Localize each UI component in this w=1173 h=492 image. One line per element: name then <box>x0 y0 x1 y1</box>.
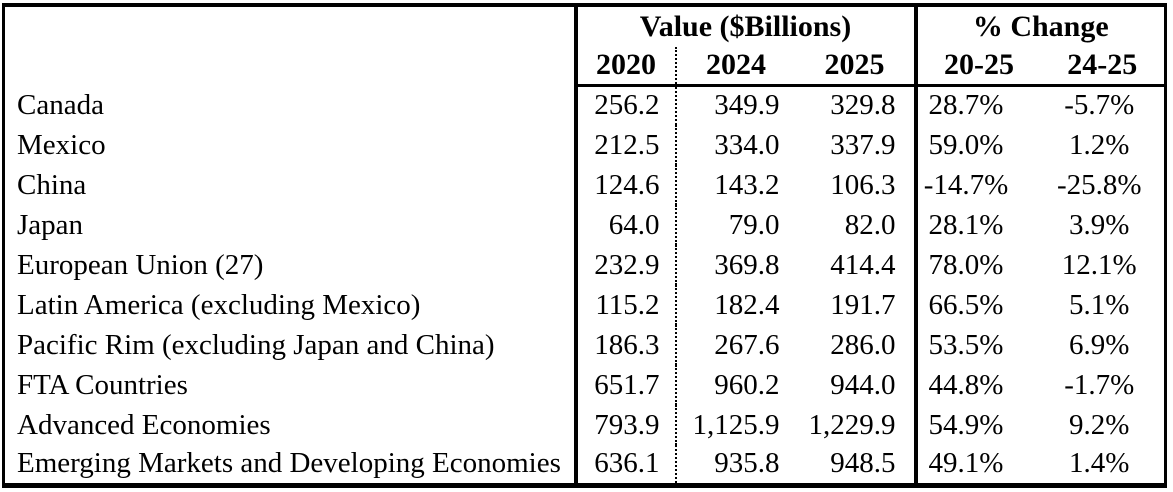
value-2020-cell: 64.0 <box>573 205 676 245</box>
value-2025-cell: 948.5 <box>830 447 896 480</box>
row-label: Mexico <box>17 128 106 161</box>
pct-20-25-cell: 53.5% <box>913 325 1041 365</box>
value-2024-cell: 349.9 <box>674 85 796 125</box>
value-2025-cell: 191.7 <box>830 288 896 321</box>
value-2020-cell: 232.9 <box>573 245 676 285</box>
pct-24-25-cell: 5.1% <box>1069 288 1130 321</box>
table-row: Mexico 212.5 334.0 337.9 59.0% 1.2% <box>4 125 1166 165</box>
value-2020-cell: 636.1 <box>573 445 676 485</box>
value-2025-cell: 106.3 <box>830 168 896 201</box>
pct-20-25-cell: 54.9% <box>913 405 1041 445</box>
pct-24-25-cell: 3.9% <box>1069 208 1130 241</box>
value-2024-cell: 182.4 <box>674 285 796 325</box>
pct-20-25-cell: -14.7% <box>913 165 1041 205</box>
trade-values-table: Value ($Billions) % Change 2020 2024 202… <box>2 3 1168 488</box>
row-header-blank <box>4 5 576 47</box>
value-2024-cell: 960.2 <box>674 365 796 405</box>
value-2020-cell: 651.7 <box>573 365 676 405</box>
column-header-20-25: 20-25 <box>913 47 1041 87</box>
pct-20-25-cell: 44.8% <box>913 365 1041 405</box>
pct-24-25-cell: -1.7% <box>1064 368 1135 401</box>
pct-20-25-cell: 59.0% <box>913 125 1041 165</box>
pct-24-25-cell: 1.2% <box>1069 128 1130 161</box>
table-row: Japan 64.0 79.0 82.0 28.1% 3.9% <box>4 205 1166 245</box>
value-2025-cell: 337.9 <box>830 128 896 161</box>
value-2025-cell: 82.0 <box>844 208 896 241</box>
pct-24-25-cell: 6.9% <box>1069 328 1130 361</box>
column-header-2025: 2025 <box>795 47 916 87</box>
row-header-blank <box>4 47 576 85</box>
pct-24-25-cell: 12.1% <box>1061 248 1137 281</box>
header-group-row: Value ($Billions) % Change <box>4 5 1166 47</box>
value-2024-cell: 143.2 <box>674 165 796 205</box>
value-2020-cell: 115.2 <box>573 285 676 325</box>
pct-20-25-cell: 28.1% <box>913 205 1041 245</box>
column-header-24-25: 24-25 <box>1040 47 1166 87</box>
value-2024-cell: 334.0 <box>674 125 796 165</box>
row-label: Pacific Rim (excluding Japan and China) <box>17 328 495 361</box>
value-2020-cell: 124.6 <box>573 165 676 205</box>
pct-24-25-cell: 1.4% <box>1069 447 1130 480</box>
table-header: Value ($Billions) % Change 2020 2024 202… <box>4 5 1166 87</box>
value-2024-cell: 1,125.9 <box>674 405 796 445</box>
row-label: Canada <box>17 88 104 121</box>
value-2025-cell: 329.8 <box>830 89 896 122</box>
value-2024-cell: 267.6 <box>674 325 796 365</box>
row-label: European Union (27) <box>17 248 264 281</box>
value-2024-cell: 79.0 <box>674 205 796 245</box>
pct-change-group-header: % Change <box>913 5 1166 47</box>
table-row: Emerging Markets and Developing Economie… <box>4 445 1166 485</box>
table-row: European Union (27) 232.9 369.8 414.4 78.0% 1… <box>4 245 1166 285</box>
row-label: Japan <box>17 208 84 241</box>
pct-20-25-cell: 28.7% <box>913 85 1041 125</box>
value-2025-cell: 944.0 <box>830 368 896 401</box>
pct-20-25-cell: 78.0% <box>913 245 1041 285</box>
row-label: Latin America (excluding Mexico) <box>17 288 421 321</box>
value-2025-cell: 286.0 <box>830 328 896 361</box>
table-row: Latin America (excluding Mexico) 115.2 182… <box>4 285 1166 325</box>
pct-20-25-cell: 49.1% <box>913 445 1041 485</box>
value-2024-cell: 369.8 <box>674 245 796 285</box>
pct-20-25-cell: 66.5% <box>913 285 1041 325</box>
value-2020-cell: 256.2 <box>573 85 676 125</box>
table-body: Canada 256.2 349.9 329.8 28.7% -5.7% Mexico 212… <box>4 85 1166 485</box>
table-row: Advanced Economies 793.9 1,125.9 1,229.9 54.… <box>4 405 1166 445</box>
column-header-2020: 2020 <box>573 47 676 87</box>
row-label: Advanced Economies <box>17 408 271 441</box>
pct-24-25-cell: -5.7% <box>1064 89 1135 122</box>
value-2020-cell: 186.3 <box>573 325 676 365</box>
row-label: China <box>17 168 87 201</box>
pct-24-25-cell: -25.8% <box>1056 168 1142 201</box>
header-column-row: 2020 2024 2025 20-25 24-25 <box>4 47 1166 87</box>
value-2020-cell: 212.5 <box>573 125 676 165</box>
table-row: Canada 256.2 349.9 329.8 28.7% -5.7% <box>4 85 1166 125</box>
column-header-2024: 2024 <box>674 47 796 87</box>
table-row: Pacific Rim (excluding Japan and China) 1… <box>4 325 1166 365</box>
value-group-header: Value ($Billions) <box>573 5 916 47</box>
value-2025-cell: 1,229.9 <box>808 408 896 441</box>
value-2025-cell: 414.4 <box>830 248 896 281</box>
row-label: FTA Countries <box>17 368 188 401</box>
value-2024-cell: 935.8 <box>674 445 796 485</box>
table-row: FTA Countries 651.7 960.2 944.0 44.8% -1.7% <box>4 365 1166 405</box>
pct-24-25-cell: 9.2% <box>1069 408 1130 441</box>
value-2020-cell: 793.9 <box>573 405 676 445</box>
table-row: China 124.6 143.2 106.3 -14.7% -25.8% <box>4 165 1166 205</box>
row-label: Emerging Markets and Developing Economie… <box>17 447 561 480</box>
